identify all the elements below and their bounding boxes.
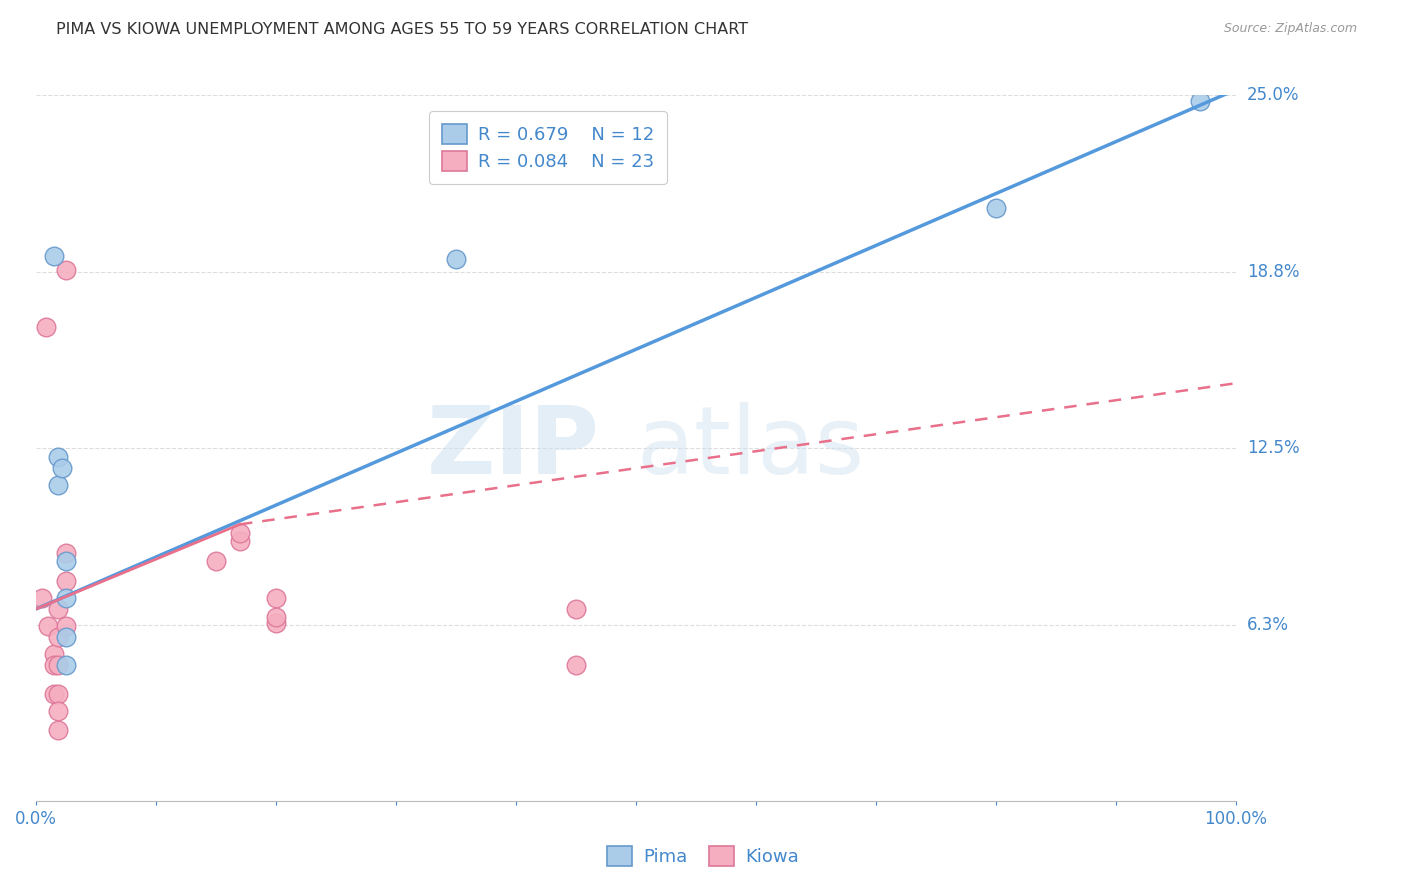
Point	[55, 545, 77, 559]
Text: PIMA VS KIOWA UNEMPLOYMENT AMONG AGES 55 TO 59 YEARS CORRELATION CHART: PIMA VS KIOWA UNEMPLOYMENT AMONG AGES 55…	[56, 22, 748, 37]
Text: 25.0%: 25.0%	[1247, 87, 1299, 104]
Point	[46, 602, 69, 616]
Point	[1188, 94, 1211, 108]
Legend: Pima, Kiowa: Pima, Kiowa	[595, 833, 811, 879]
Point	[46, 704, 69, 718]
Text: Source: ZipAtlas.com: Source: ZipAtlas.com	[1223, 22, 1357, 36]
Point	[55, 619, 77, 633]
Point	[46, 723, 69, 738]
Point	[46, 630, 69, 644]
Text: 6.3%: 6.3%	[1247, 615, 1289, 633]
Point	[565, 602, 588, 616]
Point	[55, 630, 77, 644]
Point	[229, 534, 252, 549]
Point	[205, 554, 228, 568]
Point	[55, 554, 77, 568]
Point	[264, 610, 287, 624]
Point	[42, 647, 65, 661]
Text: atlas: atlas	[636, 402, 865, 494]
Point	[31, 591, 53, 605]
Point	[55, 263, 77, 277]
Point	[264, 591, 287, 605]
Point	[444, 252, 467, 266]
Point	[264, 616, 287, 631]
Point	[55, 574, 77, 588]
Legend: R = 0.679    N = 12, R = 0.084    N = 23: R = 0.679 N = 12, R = 0.084 N = 23	[429, 112, 666, 184]
Point	[55, 591, 77, 605]
Point	[565, 658, 588, 673]
Point	[46, 478, 69, 492]
Point	[42, 687, 65, 701]
Point	[42, 658, 65, 673]
Point	[46, 450, 69, 464]
Point	[229, 525, 252, 540]
Text: 18.8%: 18.8%	[1247, 263, 1299, 281]
Point	[37, 619, 59, 633]
Point	[55, 658, 77, 673]
Text: ZIP: ZIP	[427, 402, 600, 494]
Text: 12.5%: 12.5%	[1247, 439, 1299, 457]
Point	[46, 687, 69, 701]
Point	[984, 201, 1007, 215]
Point	[51, 461, 73, 475]
Point	[46, 658, 69, 673]
Point	[42, 249, 65, 263]
Point	[34, 319, 56, 334]
